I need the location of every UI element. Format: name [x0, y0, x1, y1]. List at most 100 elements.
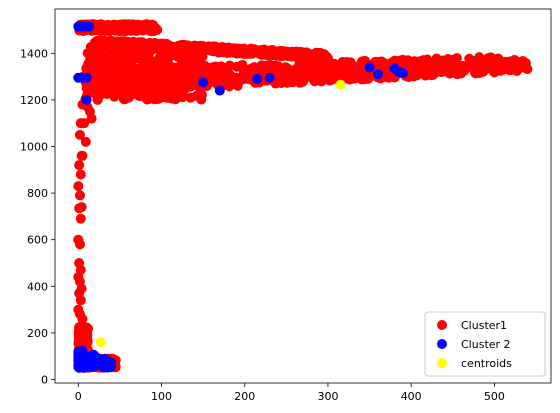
y-axis: 0 200 400 600 800 1000 1200 1400: [20, 47, 55, 387]
cluster1-point-908: [104, 59, 115, 70]
legend-box: [424, 311, 546, 377]
cluster1-point-695: [416, 60, 427, 71]
cluster-2-point-74: [95, 355, 106, 366]
cluster1-point-947: [139, 77, 150, 88]
cluster-2-point-4: [84, 21, 95, 32]
cluster1-point-1385: [211, 43, 222, 54]
cluster1-point-977: [157, 73, 168, 84]
cluster1-point-1630: [92, 19, 103, 30]
x-tick-label-5: 500: [484, 390, 505, 403]
x-tick-label-0: 0: [75, 390, 82, 403]
cluster1-point-922: [133, 63, 144, 74]
cluster1-point-868: [192, 68, 202, 79]
cluster1-point-702: [445, 62, 456, 73]
cluster1-point-675: [262, 61, 273, 72]
series-cluster-2: [73, 21, 408, 373]
cluster1-point-634: [271, 67, 282, 78]
legend-label-0: Cluster1: [461, 319, 507, 332]
cluster1-point-698: [231, 61, 242, 72]
cluster1-point-1944: [74, 190, 85, 201]
cluster1-point-623: [476, 55, 487, 66]
cluster1-point-920: [155, 51, 166, 62]
cluster1-point-1406: [232, 45, 243, 56]
cluster1-point-657: [216, 61, 227, 72]
centroids-point-0: [95, 337, 106, 348]
cluster1-point-1366: [91, 37, 102, 48]
cluster-2-point-76: [103, 362, 114, 373]
cluster1-point-912: [140, 55, 151, 66]
cluster-2-point-14: [364, 62, 375, 73]
cluster1-point-1393: [271, 50, 282, 61]
cluster1-point-1407: [185, 43, 196, 54]
cluster1-point-1625: [152, 24, 163, 35]
cluster1-point-1967: [77, 150, 88, 161]
y-tick-label-7: 1400: [20, 47, 48, 60]
x-tick-label-3: 300: [317, 390, 338, 403]
cluster1-point-522: [249, 62, 260, 73]
cluster1-point-640: [359, 71, 370, 82]
cluster1-point-684: [295, 77, 306, 88]
y-tick-label-3: 600: [27, 234, 48, 247]
cluster1-point-874: [166, 93, 177, 104]
cluster1-point-1942: [75, 169, 86, 180]
cluster-2-point-8: [81, 72, 92, 83]
cluster1-point-600: [349, 73, 360, 84]
cluster1-point-690: [447, 54, 458, 65]
legend-marker-1: [437, 339, 447, 349]
cluster1-point-697: [303, 68, 314, 79]
cluster1-point-574: [318, 74, 329, 85]
cluster1-point-499: [332, 71, 343, 82]
cluster1-point-681: [522, 64, 533, 75]
cluster1-point-1633: [102, 25, 113, 36]
cluster-2-point-12: [252, 73, 263, 84]
cluster1-point-945: [166, 69, 177, 80]
cluster1-point-1961: [76, 325, 87, 336]
cluster-2-point-18: [397, 68, 408, 79]
cluster1-point-660: [278, 72, 289, 83]
x-axis: 0 100 200 300 400 500: [75, 383, 505, 403]
cluster1-point-528: [341, 57, 352, 68]
x-tick-label-1: 100: [151, 390, 172, 403]
plot-area: [73, 19, 533, 373]
cluster1-point-1965: [80, 136, 91, 147]
cluster1-point-1378: [157, 38, 168, 49]
cluster1-point-502: [225, 70, 236, 81]
y-tick-label-6: 1200: [20, 94, 48, 107]
cluster1-point-1947: [75, 213, 86, 224]
cluster1-point-1405: [169, 41, 180, 52]
cluster1-point-1384: [108, 38, 119, 49]
cluster1-point-1946: [74, 203, 85, 214]
cluster1-point-1966: [79, 118, 90, 129]
cluster1-point-1943: [73, 181, 84, 192]
y-tick-label-1: 200: [27, 327, 48, 340]
cluster1-point-979: [94, 52, 105, 63]
cluster1-point-916: [142, 64, 153, 75]
cluster1-point-1959: [77, 313, 88, 324]
cluster1-point-1371: [313, 52, 324, 63]
cluster1-point-1938: [74, 129, 85, 140]
cluster-2-point-11: [214, 85, 225, 96]
cluster-2-point-10: [198, 77, 209, 88]
legend: Cluster1 Cluster 2 centroids: [424, 311, 546, 377]
cluster1-point-1963: [81, 83, 92, 94]
cluster1-point-1399: [249, 44, 260, 55]
cluster1-point-913: [177, 92, 188, 103]
cluster1-point-585: [222, 80, 233, 91]
cluster1-point-973: [83, 58, 94, 69]
cluster1-point-950: [130, 81, 141, 92]
cluster-2-point-78: [77, 358, 88, 369]
cluster1-point-955: [149, 85, 160, 96]
cluster1-point-939: [144, 93, 155, 104]
cluster1-point-700: [423, 65, 434, 76]
cluster-2-point-77: [73, 350, 84, 361]
cluster1-point-1627: [121, 23, 132, 34]
cluster-2-point-13: [264, 72, 275, 83]
cluster1-point-1402: [222, 46, 233, 57]
cluster-2-point-9: [81, 94, 92, 105]
cluster1-point-1390: [288, 48, 299, 59]
cluster1-point-601: [489, 63, 500, 74]
cluster1-point-610: [464, 53, 475, 64]
cluster1-point-696: [379, 61, 390, 72]
cluster1-point-668: [356, 56, 367, 67]
